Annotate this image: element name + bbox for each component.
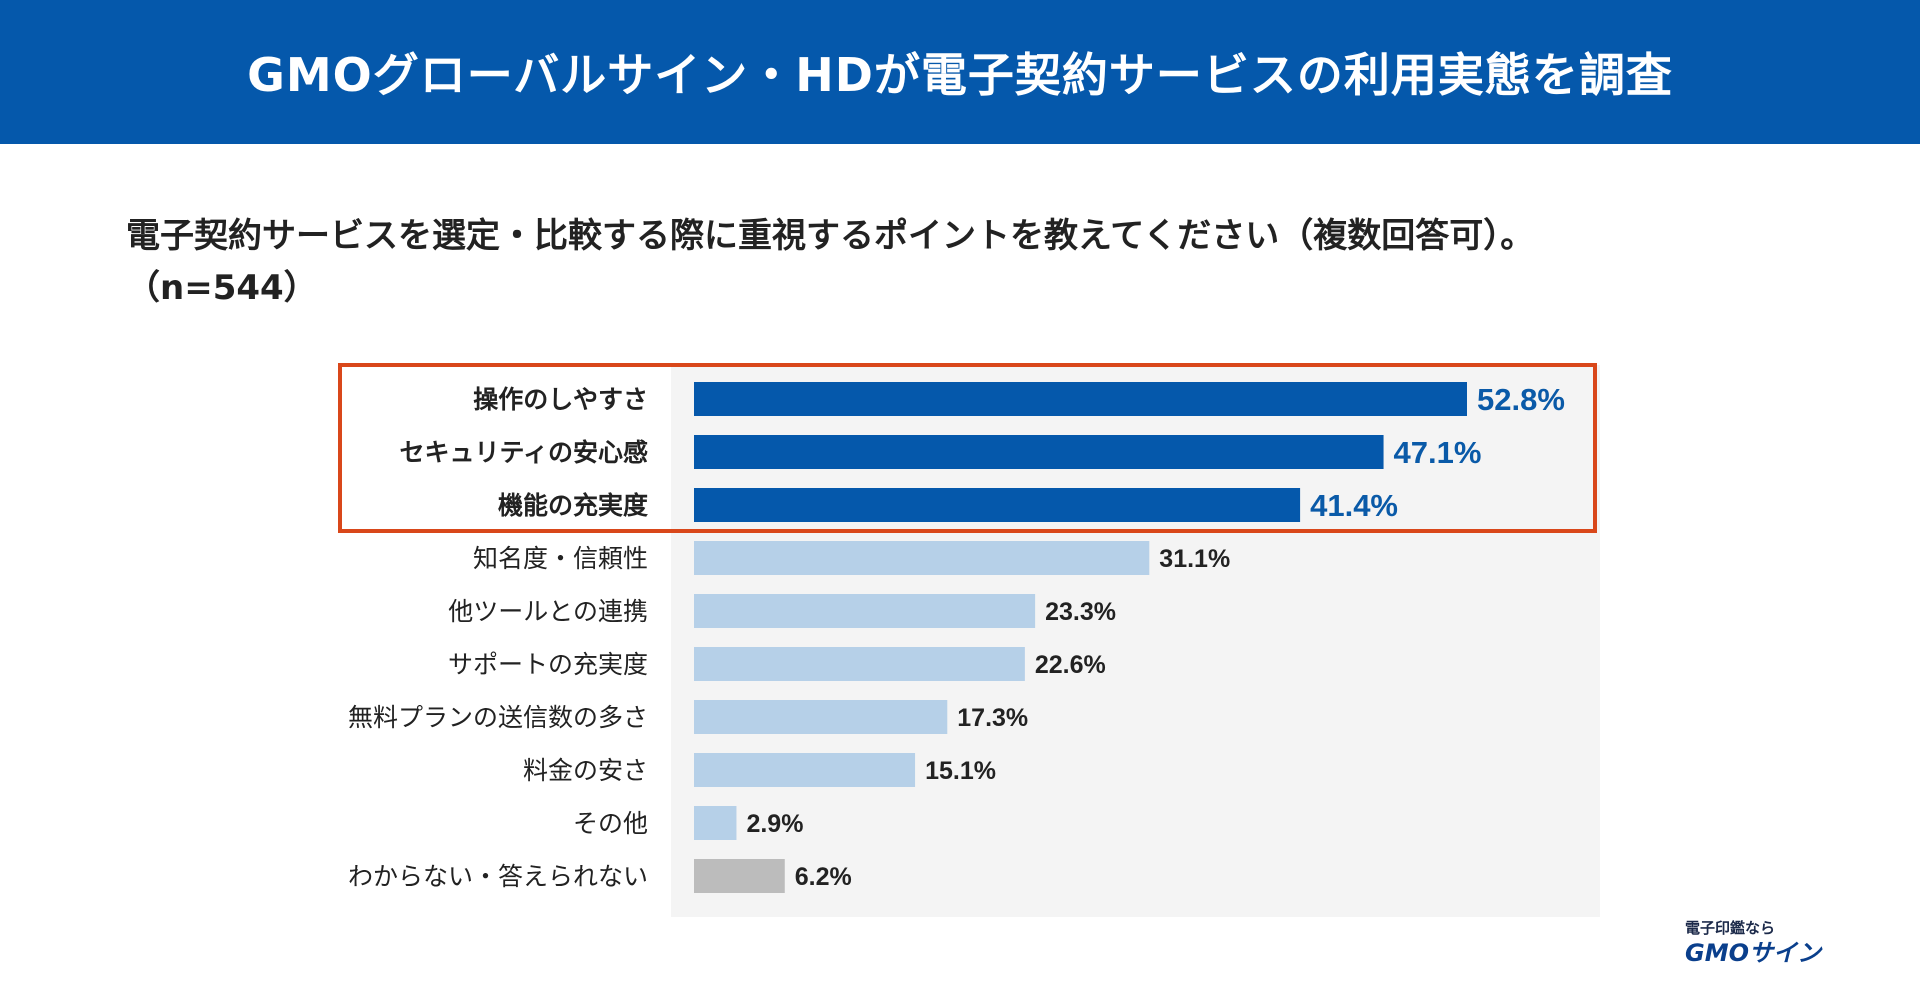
category-label: その他 (573, 809, 648, 838)
category-label: 料金の安さ (523, 756, 648, 785)
survey-question: 電子契約サービスを選定・比較する際に重視するポイントを教えてください（複数回答可… (126, 210, 1826, 314)
header-banner: GMOグローバルサイン・HDが電子契約サービスの利用実態を調査 (0, 0, 1920, 144)
value-label: 17.3% (957, 704, 1028, 732)
bar (694, 859, 785, 893)
category-label: わからない・答えられない (348, 862, 648, 891)
bar (694, 435, 1384, 469)
sample-size: （n=544） (126, 268, 318, 308)
category-label: 知名度・信頼性 (473, 544, 648, 573)
value-label: 22.6% (1035, 651, 1106, 679)
value-label: 41.4% (1310, 488, 1398, 523)
category-label: サポートの充実度 (448, 650, 648, 679)
bar (694, 647, 1025, 681)
logo-brand: GMOサイン (1685, 939, 1821, 967)
bar (694, 594, 1036, 628)
value-label: 15.1% (925, 757, 996, 785)
bar (694, 541, 1150, 575)
bar (694, 700, 948, 734)
logo-tagline: 電子印鑑なら (1685, 919, 1776, 937)
gmo-sign-logo: 電子印鑑なら GMOサイン (1685, 918, 1865, 972)
category-label: セキュリティの安心感 (399, 438, 648, 467)
bar (694, 806, 737, 840)
value-label: 2.9% (746, 810, 803, 838)
page-title: GMOグローバルサイン・HDが電子契約サービスの利用実態を調査 (247, 48, 1673, 102)
bar (694, 488, 1301, 522)
value-label: 6.2% (795, 863, 852, 891)
category-label: 機能の充実度 (498, 491, 648, 520)
category-label: 操作のしやすさ (473, 385, 648, 414)
bar (694, 753, 916, 787)
bar (694, 382, 1467, 416)
value-label: 47.1% (1394, 435, 1482, 470)
question-text: 電子契約サービスを選定・比較する際に重視するポイントを教えてください（複数回答可… (126, 216, 1535, 256)
category-label: 他ツールとの連携 (448, 597, 648, 626)
value-label: 23.3% (1045, 598, 1116, 626)
value-label: 31.1% (1159, 545, 1230, 573)
value-label: 52.8% (1477, 382, 1565, 417)
top-items-highlight-box (338, 363, 1597, 533)
category-label: 無料プランの送信数の多さ (348, 703, 648, 732)
